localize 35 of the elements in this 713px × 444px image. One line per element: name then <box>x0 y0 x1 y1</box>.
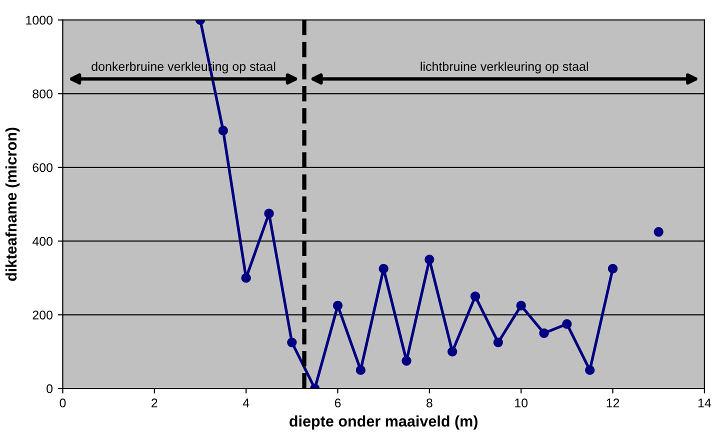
y-tick-label: 200 <box>32 310 53 320</box>
point <box>424 254 434 264</box>
x-axis-title: diepte onder maaiveld (m) <box>290 415 478 430</box>
point <box>608 264 618 274</box>
point <box>356 365 366 375</box>
y-axis-title: dikteafname (micron) <box>5 128 20 281</box>
y-tick-label: 600 <box>32 163 53 172</box>
y-tick-label: 800 <box>32 89 53 98</box>
y-tick-label: 400 <box>32 236 53 246</box>
point <box>493 338 504 348</box>
x-tick-label: 10 <box>515 398 528 408</box>
point <box>218 126 228 136</box>
point <box>516 300 526 310</box>
point <box>332 300 343 310</box>
x-tick-label: 12 <box>606 398 620 408</box>
point <box>287 338 297 348</box>
annotation: lichtbruine verkleuring op staal <box>420 62 588 74</box>
x-tick-label: 4 <box>242 398 250 408</box>
x-tick-label: 0 <box>60 398 66 408</box>
point <box>539 328 549 338</box>
point <box>447 346 458 357</box>
point <box>470 292 480 302</box>
point <box>562 319 572 329</box>
point <box>402 356 412 366</box>
x-tick-label: 8 <box>426 398 432 408</box>
point <box>264 208 274 218</box>
x-tick-label: 6 <box>334 398 341 408</box>
x-tick-label: 2 <box>152 398 158 408</box>
point <box>584 365 595 375</box>
point <box>241 273 251 283</box>
point <box>654 227 664 237</box>
y-tick-label: 1000 <box>26 16 53 25</box>
point <box>378 264 388 274</box>
y-tick-label: 0 <box>46 384 53 394</box>
x-tick-label: 14 <box>698 398 712 408</box>
